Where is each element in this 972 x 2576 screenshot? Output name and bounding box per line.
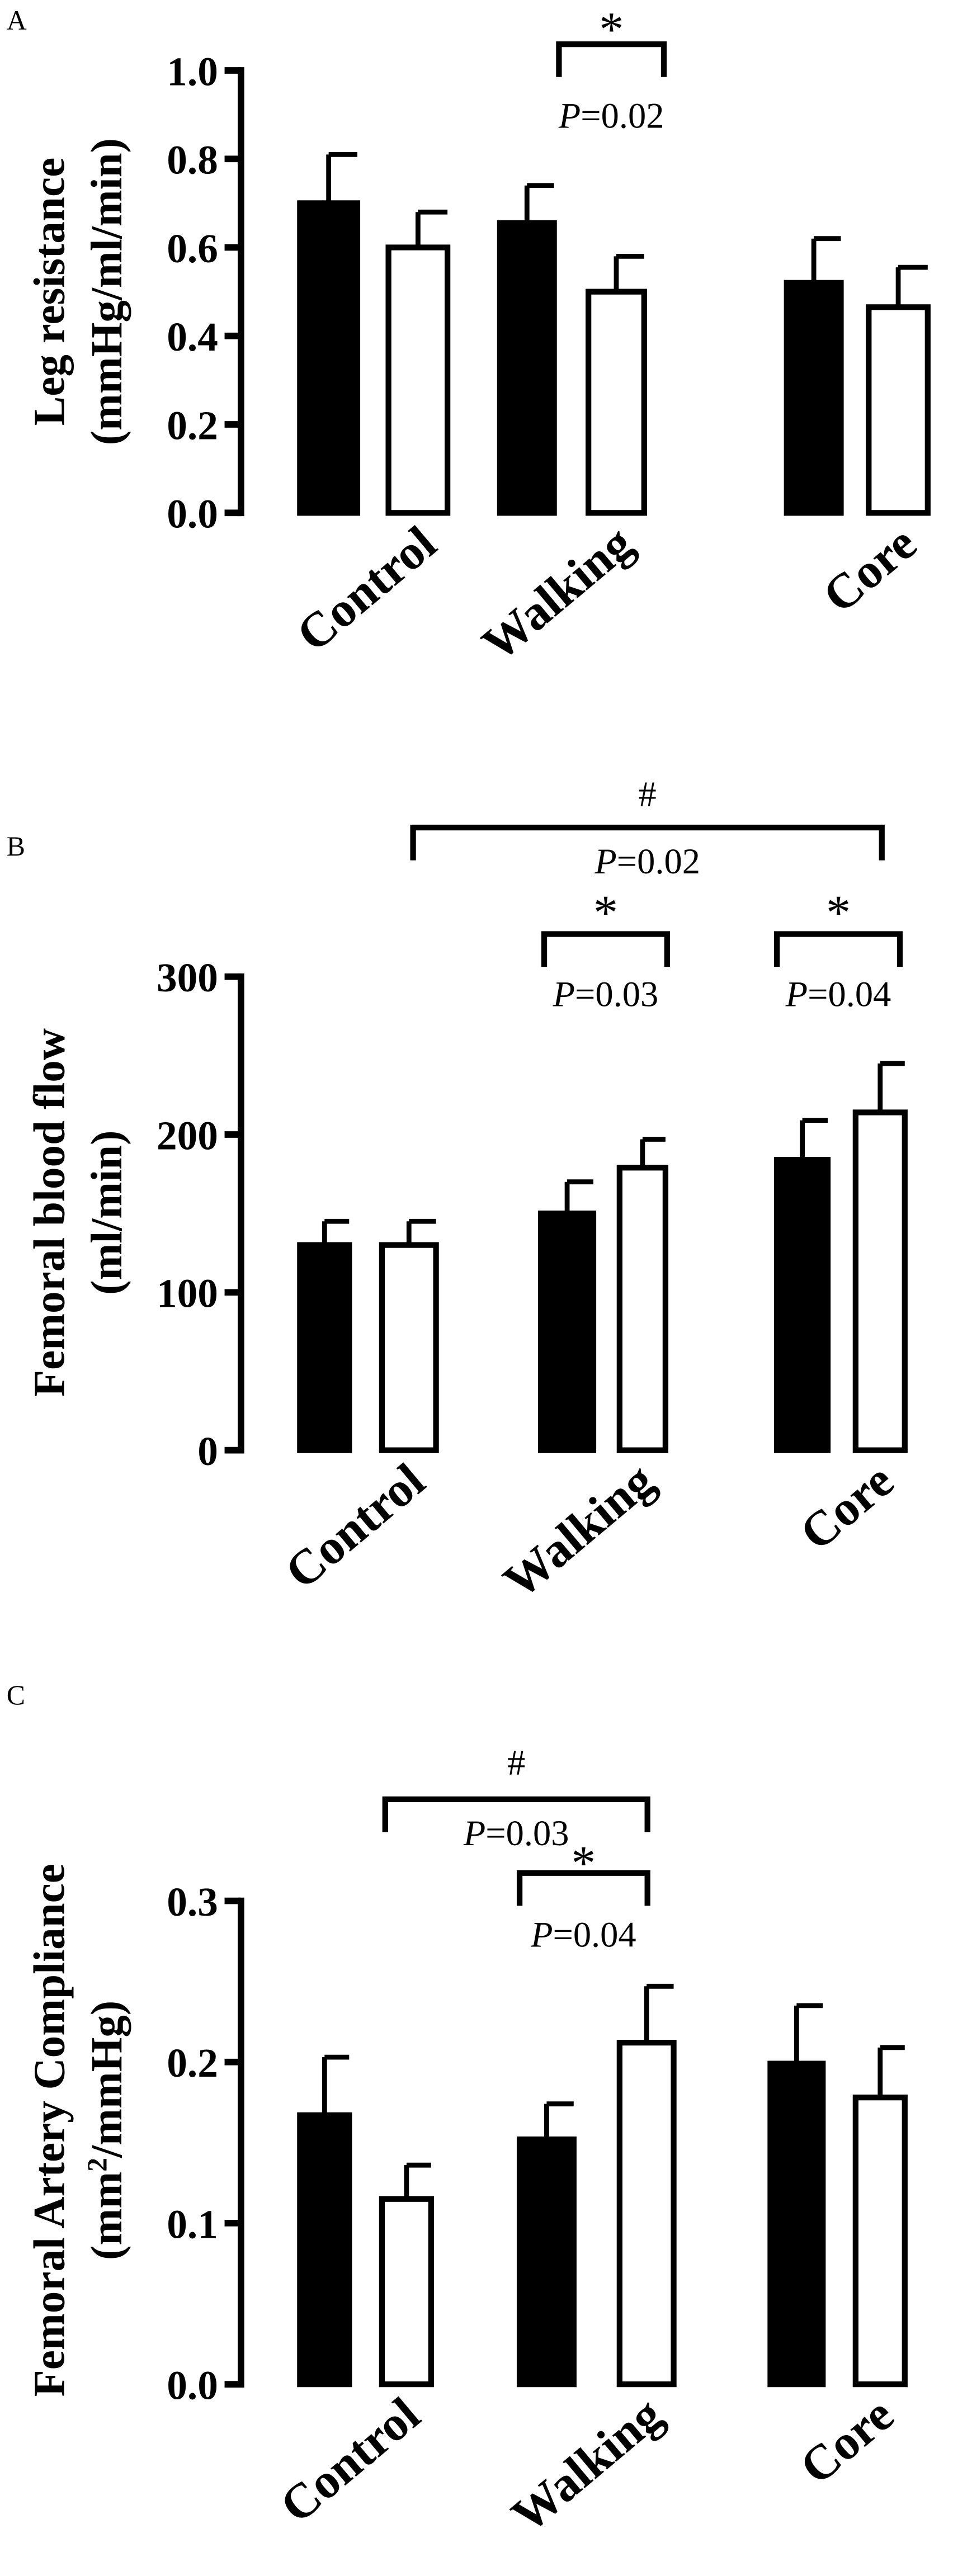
bar-control-black: [297, 1242, 352, 1453]
significance-bracket: [556, 41, 667, 77]
panel-B: B 0 100 200 300 Femoral blood flow (ml/min) Con…: [7, 774, 908, 1609]
y-tick-label: 0: [197, 1429, 218, 1474]
category-label: Control: [287, 516, 447, 663]
bar-walking-black: [516, 2136, 577, 2388]
panel-C: C 0.0 0.1 0.2 0.3 Femoral Artery Compliance (m…: [7, 1680, 908, 2543]
significance-symbol: *: [599, 3, 624, 57]
bar-walking-black: [497, 220, 557, 516]
p-value: P=0.04: [785, 974, 891, 1014]
panel-label: C: [7, 1680, 25, 1710]
bar-core-black: [767, 2060, 826, 2388]
panel-label: B: [7, 831, 25, 862]
bar-walking-white: [586, 289, 647, 516]
significance-symbol: #: [639, 774, 657, 814]
bar-walking-black: [538, 1211, 597, 1453]
category-label: Walking: [493, 1453, 664, 1609]
significance-symbol: *: [571, 1836, 596, 1890]
y-tick-label: 0.0: [167, 491, 218, 537]
significance-symbol: *: [593, 886, 618, 940]
category-label: Control: [275, 1453, 435, 1600]
category-label: Walking: [502, 2388, 673, 2543]
bar-control-white: [385, 244, 451, 516]
bar-core-white: [852, 1109, 908, 1453]
category-label: Core: [790, 1453, 904, 1561]
p-value: P=0.04: [530, 1915, 636, 1955]
significance-bracket: [541, 931, 670, 967]
category-label: Core: [813, 516, 927, 624]
p-value: P=0.02: [558, 96, 664, 136]
bar-control-white: [379, 2196, 434, 2388]
y-tick-label: 200: [157, 1113, 218, 1158]
y-tick-label: 0.2: [167, 403, 218, 448]
bar-control-black: [297, 2112, 352, 2388]
y-tick-label: 0.6: [167, 226, 218, 271]
y-tick-label: 0.1: [167, 2201, 218, 2247]
category-label: Walking: [472, 516, 643, 672]
y-axis-label: (mmHg/ml/min): [82, 138, 131, 445]
bar-core-white: [866, 304, 931, 516]
y-tick-label: 0.8: [167, 138, 218, 183]
y-tick-label: 0.4: [167, 314, 218, 360]
significance-symbol: *: [826, 886, 851, 940]
y-axis-label: Femoral blood flow: [25, 1028, 74, 1397]
bar-core-white: [852, 2095, 908, 2388]
significance-bracket: [410, 824, 885, 861]
bar-control-black: [297, 200, 361, 516]
y-tick-label: 300: [157, 955, 218, 1000]
y-axis-label: (ml/min): [82, 1130, 131, 1294]
bar-control-white: [379, 1242, 439, 1453]
y-tick-label: 0.2: [167, 2040, 218, 2086]
significance-bracket: [382, 1796, 650, 1832]
category-label: Control: [270, 2388, 430, 2534]
bar-core-black: [784, 280, 844, 516]
y-axis-label: Leg resistance: [25, 158, 74, 426]
panel-A: A 0.0 0.2 0.4 0.6 0.8 1.0 Leg resistance (mmHg/m…: [7, 3, 931, 672]
y-tick-label: 100: [157, 1271, 218, 1316]
significance-symbol: #: [507, 1743, 525, 1783]
y-tick-label: 1.0: [167, 49, 218, 94]
bar-walking-white: [616, 2040, 677, 2388]
y-tick-label: 0.3: [167, 1879, 218, 1925]
category-label: Core: [790, 2388, 904, 2495]
y-axis-label: Femoral Artery Compliance: [25, 1864, 74, 2397]
significance-bracket: [516, 1870, 650, 1906]
panel-label: A: [7, 5, 27, 36]
significance-bracket: [774, 931, 903, 967]
bar-walking-white: [616, 1165, 669, 1453]
bar-core-black: [774, 1157, 831, 1453]
p-value: P=0.02: [594, 842, 700, 881]
y-axis-label: (mm2/mmHg): [81, 2001, 131, 2260]
p-value: P=0.03: [463, 1813, 569, 1853]
p-value: P=0.03: [553, 974, 659, 1014]
y-tick-label: 0.0: [167, 2362, 218, 2408]
